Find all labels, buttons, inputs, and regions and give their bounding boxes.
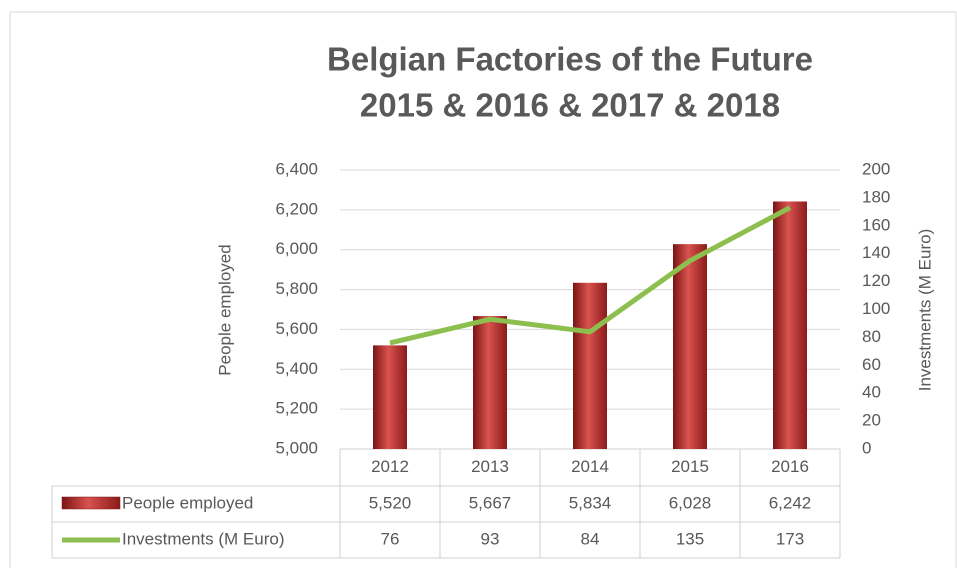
y-tick-label: 5,600	[275, 319, 318, 338]
y-tick-label: 6,400	[275, 159, 318, 178]
table-value: 173	[776, 529, 804, 548]
y2-tick-label: 20	[862, 411, 881, 430]
legend-label: Investments (M Euro)	[122, 529, 285, 548]
y2-tick-label: 0	[862, 438, 871, 457]
legend-key	[61, 496, 121, 510]
y-tick-label: 5,000	[275, 438, 318, 457]
y-tick-label: 6,000	[275, 239, 318, 258]
bar	[373, 345, 407, 449]
bar	[773, 201, 807, 449]
y2-tick-label: 140	[862, 243, 890, 262]
chart-title: Belgian Factories of the Future	[327, 41, 813, 78]
bar	[473, 316, 507, 449]
y-tick-label: 5,400	[275, 359, 318, 378]
y-tick-label: 5,200	[275, 399, 318, 418]
table-value: 5,667	[469, 493, 512, 512]
y2-tick-label: 160	[862, 215, 890, 234]
x-tick-label: 2013	[471, 457, 509, 476]
y-tick-label: 6,200	[275, 199, 318, 218]
y2-tick-label: 100	[862, 299, 890, 318]
chart-frame	[9, 11, 957, 568]
table-value: 5,520	[369, 493, 412, 512]
y2-tick-label: 40	[862, 383, 881, 402]
y-axis-label: People employed	[215, 244, 234, 375]
y2-tick-label: 60	[862, 355, 881, 374]
y2-axis-label: Investments (M Euro)	[915, 229, 934, 392]
table-value: 93	[481, 529, 500, 548]
x-tick-label: 2012	[371, 457, 409, 476]
line-series	[389, 205, 792, 346]
x-tick-label: 2014	[571, 457, 609, 476]
y2-tick-label: 120	[862, 271, 890, 290]
bar	[673, 244, 707, 449]
y2-tick-label: 180	[862, 187, 890, 206]
x-tick-label: 2015	[671, 457, 709, 476]
table-value: 6,028	[669, 493, 712, 512]
table-value: 5,834	[569, 493, 612, 512]
table-value: 84	[581, 529, 600, 548]
legend-label: People employed	[122, 493, 253, 512]
bar	[573, 282, 607, 449]
table-value: 135	[676, 529, 704, 548]
table-value: 6,242	[769, 493, 812, 512]
y2-tick-label: 200	[862, 159, 890, 178]
chart-title: 2015 & 2016 & 2017 & 2018	[360, 87, 780, 124]
x-tick-label: 2016	[771, 457, 809, 476]
y-tick-label: 5,800	[275, 279, 318, 298]
y2-tick-label: 80	[862, 327, 881, 346]
table-value: 76	[381, 529, 400, 548]
